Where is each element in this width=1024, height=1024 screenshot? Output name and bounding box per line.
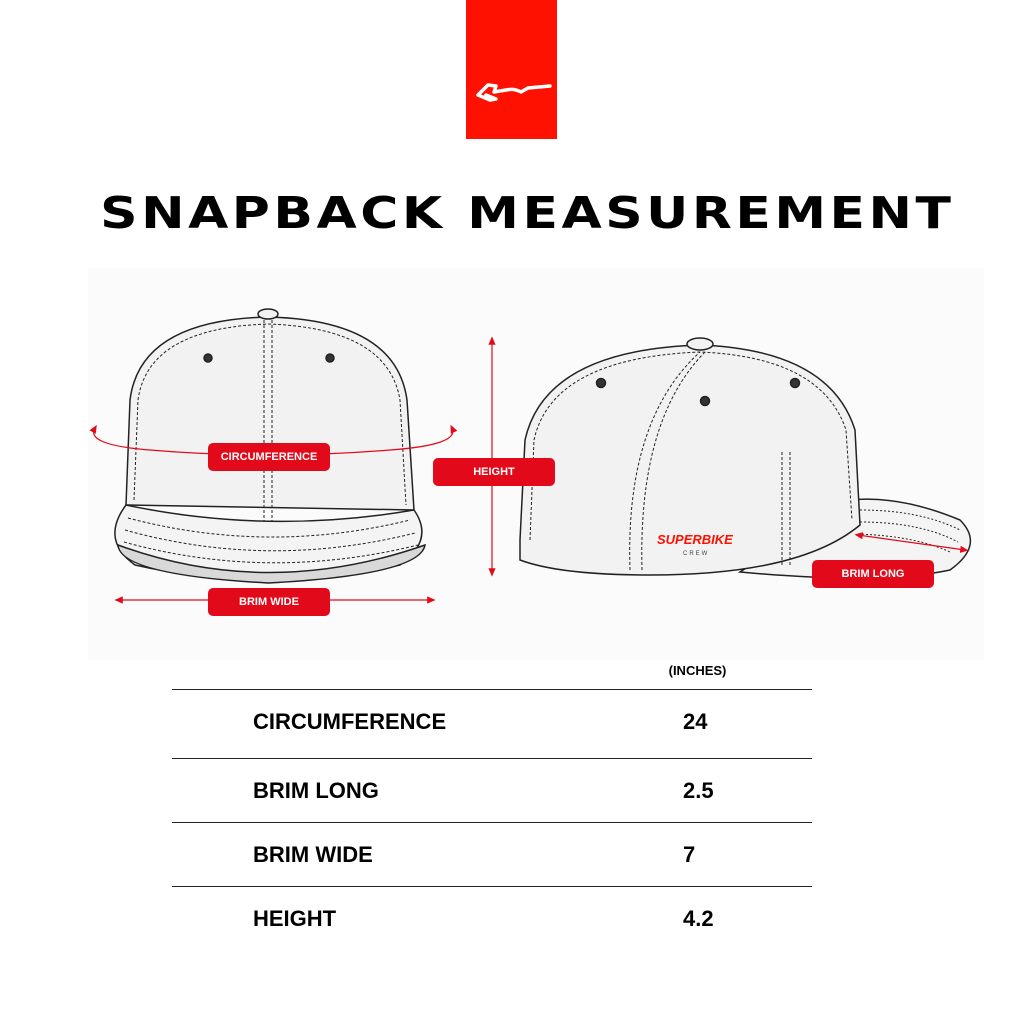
row-value-circumference: 24 xyxy=(683,709,708,734)
circumference-label: CIRCUMFERENCE xyxy=(208,443,330,471)
cap-logo: SUPERBIKE xyxy=(657,532,733,547)
row-value-brim-long: 2.5 xyxy=(683,778,714,803)
cap-logo-sub: CREW xyxy=(683,551,709,557)
height-label: HEIGHT xyxy=(433,458,555,486)
divider xyxy=(172,822,812,823)
front-cap-drawing xyxy=(114,308,426,584)
divider xyxy=(172,886,812,887)
brand-logo xyxy=(466,0,557,139)
row-label-brim-long: BRIM LONG xyxy=(253,778,379,803)
page-title: SNAPBACK MEASUREMENT xyxy=(100,188,955,239)
row-label-brim-wide: BRIM WIDE xyxy=(253,842,373,867)
row-label-height: HEIGHT xyxy=(253,906,337,931)
brim-wide-label: BRIM WIDE xyxy=(208,588,330,616)
row-label-circumference: CIRCUMFERENCE xyxy=(253,709,447,734)
row-value-brim-wide: 7 xyxy=(683,842,696,867)
units-label: (INCHES) xyxy=(668,663,727,678)
divider xyxy=(172,689,812,690)
row-value-height: 4.2 xyxy=(683,906,714,931)
side-cap-drawing xyxy=(519,337,972,579)
brim-long-arrow xyxy=(854,532,969,553)
brim-long-label: BRIM LONG xyxy=(812,560,934,588)
divider xyxy=(172,758,812,759)
motorcycle-swoosh-icon xyxy=(476,83,552,102)
